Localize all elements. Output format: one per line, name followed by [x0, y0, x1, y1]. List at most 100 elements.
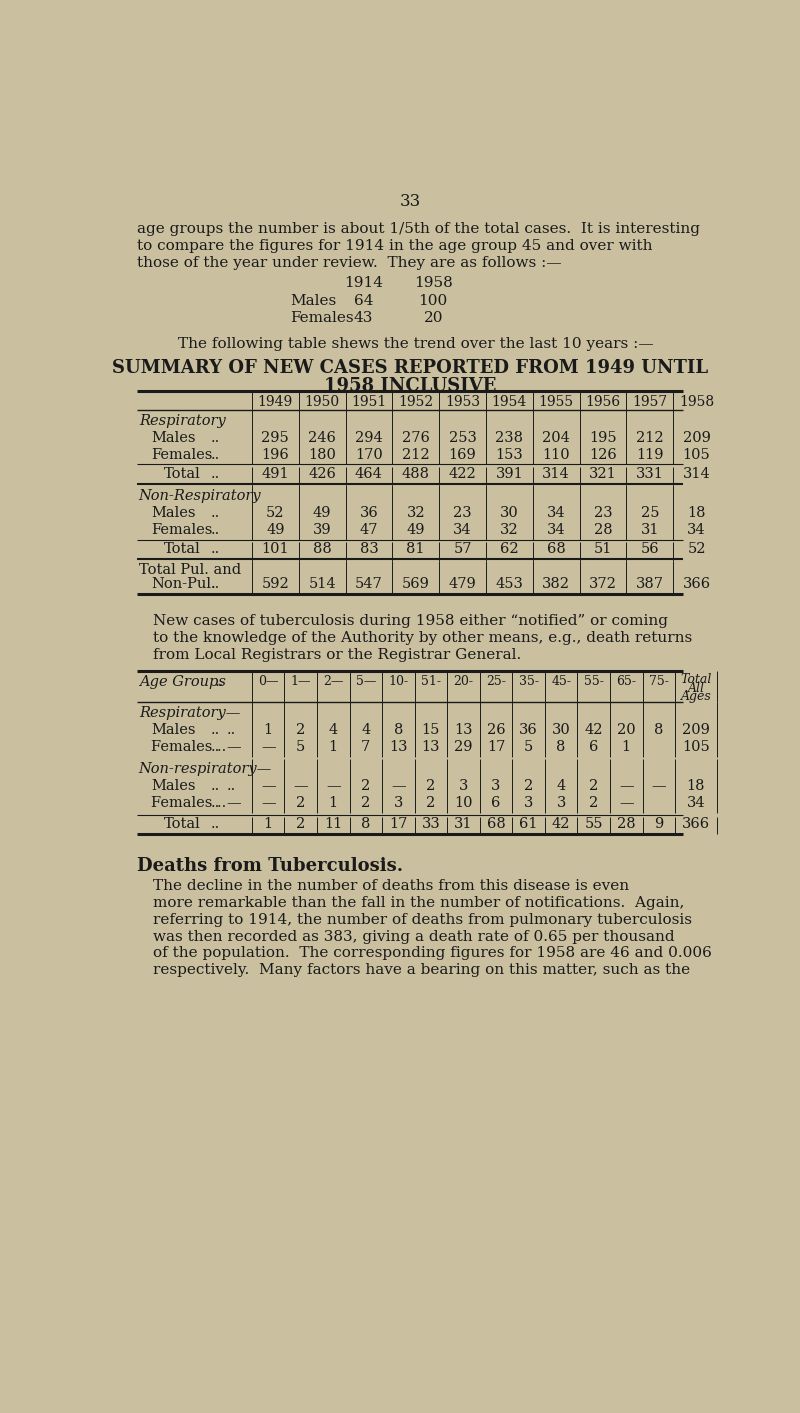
Text: 2: 2: [296, 797, 306, 810]
Text: 47: 47: [360, 523, 378, 537]
Text: 30: 30: [500, 506, 518, 520]
Text: 28: 28: [594, 523, 612, 537]
Text: 153: 153: [495, 448, 523, 462]
Text: 25: 25: [641, 506, 659, 520]
Text: 453: 453: [495, 577, 523, 591]
Text: 1: 1: [264, 723, 273, 738]
Text: New cases of tuberculosis during 1958 either “notified” or coming: New cases of tuberculosis during 1958 ei…: [153, 613, 668, 627]
Text: 61: 61: [519, 817, 538, 831]
Text: 45-: 45-: [551, 674, 571, 688]
Text: Non-Respiratory: Non-Respiratory: [138, 489, 262, 503]
Text: 49: 49: [266, 523, 285, 537]
Text: ..: ..: [211, 466, 220, 480]
Text: 1951: 1951: [351, 396, 386, 410]
Text: Total: Total: [164, 817, 201, 831]
Text: 88: 88: [313, 543, 331, 557]
Text: 20: 20: [423, 311, 443, 325]
Text: 366: 366: [682, 817, 710, 831]
Text: 387: 387: [636, 577, 664, 591]
Text: 64: 64: [354, 294, 374, 308]
Text: 209: 209: [682, 723, 710, 738]
Text: 49: 49: [313, 506, 331, 520]
Text: 28: 28: [617, 817, 635, 831]
Text: 34: 34: [547, 523, 566, 537]
Text: 3: 3: [394, 797, 403, 810]
Text: 55: 55: [585, 817, 603, 831]
Text: 31: 31: [641, 523, 659, 537]
Text: 10-: 10-: [388, 674, 409, 688]
Text: 49: 49: [406, 523, 425, 537]
Text: 253: 253: [449, 431, 477, 445]
Text: 314: 314: [542, 466, 570, 480]
Text: 366: 366: [682, 577, 710, 591]
Text: ..: ..: [211, 723, 220, 738]
Text: 36: 36: [359, 506, 378, 520]
Text: Females ..: Females ..: [151, 797, 226, 810]
Text: age groups the number is about 1/5th of the total cases.  It is interesting: age groups the number is about 1/5th of …: [138, 222, 700, 236]
Text: 17: 17: [389, 817, 407, 831]
Text: 52: 52: [266, 506, 285, 520]
Text: 204: 204: [542, 431, 570, 445]
Text: 1: 1: [622, 740, 630, 755]
Text: 491: 491: [262, 466, 289, 480]
Text: 20: 20: [617, 723, 635, 738]
Text: —: —: [294, 780, 308, 794]
Text: to compare the figures for 1914 in the age group 45 and over with: to compare the figures for 1914 in the a…: [138, 239, 653, 253]
Text: 62: 62: [500, 543, 518, 557]
Text: Females: Females: [290, 311, 354, 325]
Text: 5—: 5—: [356, 674, 376, 688]
Text: Non-Pul.: Non-Pul.: [151, 577, 216, 591]
Text: 105: 105: [682, 448, 710, 462]
Text: 20-: 20-: [454, 674, 474, 688]
Text: those of the year under review.  They are as follows :—: those of the year under review. They are…: [138, 256, 562, 270]
Text: ..: ..: [211, 506, 220, 520]
Text: 8: 8: [394, 723, 403, 738]
Text: 2: 2: [589, 797, 598, 810]
Text: 35-: 35-: [518, 674, 538, 688]
Text: ..: ..: [211, 740, 220, 755]
Text: 30: 30: [552, 723, 570, 738]
Text: 126: 126: [589, 448, 617, 462]
Text: All: All: [687, 681, 705, 695]
Text: 569: 569: [402, 577, 430, 591]
Text: 514: 514: [308, 577, 336, 591]
Text: ..: ..: [211, 817, 220, 831]
Text: 13: 13: [454, 723, 473, 738]
Text: 2: 2: [362, 797, 370, 810]
Text: —: —: [619, 780, 634, 794]
Text: ..: ..: [211, 577, 220, 591]
Text: 422: 422: [449, 466, 477, 480]
Text: —: —: [391, 780, 406, 794]
Text: 331: 331: [636, 466, 664, 480]
Text: 1914: 1914: [344, 276, 383, 290]
Text: 547: 547: [355, 577, 383, 591]
Text: 1955: 1955: [538, 396, 574, 410]
Text: 321: 321: [589, 466, 617, 480]
Text: 2: 2: [589, 780, 598, 794]
Text: 1: 1: [329, 797, 338, 810]
Text: 0—: 0—: [258, 674, 278, 688]
Text: —: —: [326, 780, 341, 794]
Text: 1: 1: [329, 740, 338, 755]
Text: 83: 83: [359, 543, 378, 557]
Text: 110: 110: [542, 448, 570, 462]
Text: 246: 246: [308, 431, 336, 445]
Text: Males: Males: [151, 723, 196, 738]
Text: 34: 34: [687, 523, 706, 537]
Text: Age Groups: Age Groups: [138, 675, 226, 690]
Text: 488: 488: [402, 466, 430, 480]
Text: Males: Males: [290, 294, 336, 308]
Text: 7: 7: [362, 740, 370, 755]
Text: Total Pul. and: Total Pul. and: [138, 562, 241, 577]
Text: 39: 39: [313, 523, 331, 537]
Text: 238: 238: [495, 431, 523, 445]
Text: Males: Males: [151, 780, 196, 794]
Text: 1958: 1958: [414, 276, 453, 290]
Text: 2: 2: [426, 780, 435, 794]
Text: 1: 1: [264, 817, 273, 831]
Text: The following table shews the trend over the last 10 years :—: The following table shews the trend over…: [178, 338, 653, 352]
Text: 119: 119: [636, 448, 663, 462]
Text: 6: 6: [589, 740, 598, 755]
Text: The decline in the number of deaths from this disease is even: The decline in the number of deaths from…: [153, 879, 629, 893]
Text: Males: Males: [151, 506, 196, 520]
